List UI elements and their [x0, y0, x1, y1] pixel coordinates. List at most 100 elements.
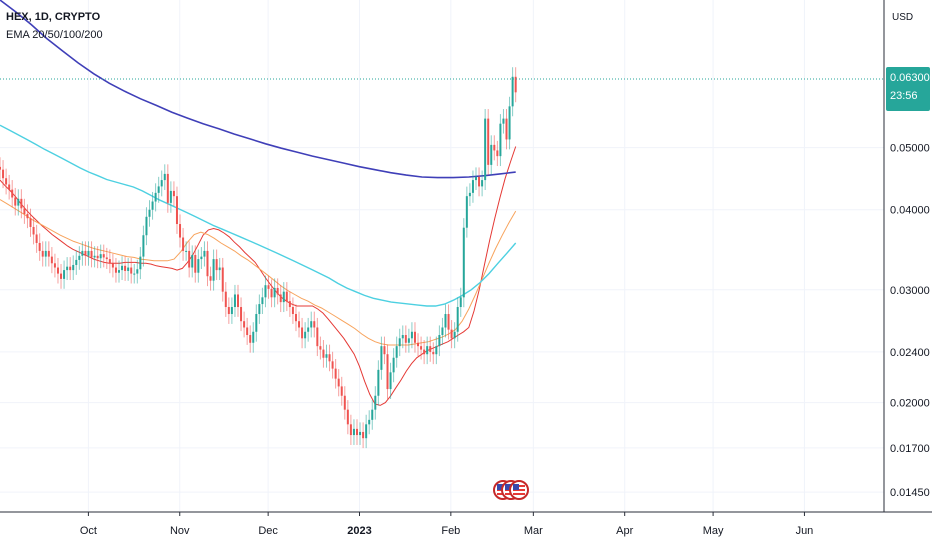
candle [102, 254, 105, 258]
x-tick-label: Apr [616, 525, 633, 537]
candle [499, 123, 502, 157]
candle [459, 297, 462, 308]
candle [429, 346, 432, 352]
candle [191, 254, 194, 268]
candle [465, 196, 468, 228]
y-tick-label: 0.02000 [890, 398, 930, 410]
candle [142, 235, 145, 257]
flag-icon[interactable] [509, 480, 529, 500]
ema-200-line [0, 0, 516, 179]
candle [47, 250, 50, 257]
candle [20, 198, 23, 209]
candle [194, 254, 197, 273]
candle [160, 180, 163, 187]
candle [200, 256, 203, 260]
candle [356, 428, 358, 436]
candle [29, 218, 32, 227]
candle [118, 270, 120, 273]
candle [8, 184, 11, 190]
candles [0, 67, 517, 449]
candle [206, 250, 209, 277]
candle [255, 314, 258, 332]
candle [276, 287, 279, 295]
candle [2, 169, 5, 179]
candle [362, 431, 365, 439]
candle [72, 264, 75, 271]
candle [505, 118, 508, 140]
grid [0, 0, 884, 512]
x-tick-label: Mar [524, 525, 543, 537]
countdown-label: 23:56 [890, 90, 918, 102]
currency-label[interactable]: USD [892, 12, 914, 23]
candle [420, 346, 423, 350]
price-axis[interactable]: 0.01450 0.01700 0.02000 0.02400 0.03000 0.040… [890, 143, 930, 499]
ema-100-line [0, 124, 517, 307]
y-tick-label: 0.01450 [890, 487, 930, 499]
candle [377, 369, 380, 396]
candle [114, 267, 117, 273]
candle [371, 409, 374, 420]
candle [139, 256, 142, 270]
candle [493, 144, 496, 151]
candle [471, 180, 474, 193]
candle [230, 307, 233, 315]
candle [0, 166, 1, 170]
candle [502, 118, 505, 124]
ema-20-line [0, 146, 517, 406]
candle [322, 349, 325, 358]
candle [349, 424, 352, 436]
candle [185, 250, 188, 252]
candle [316, 327, 319, 347]
candle [166, 173, 169, 203]
candle [188, 250, 191, 268]
candle [352, 428, 355, 436]
candle [404, 335, 407, 343]
candle [148, 209, 151, 217]
candle [23, 208, 26, 214]
candle [5, 178, 8, 185]
candle [69, 266, 72, 271]
candle [267, 285, 270, 289]
candle [252, 331, 255, 343]
x-tick-label: May [703, 525, 724, 537]
candle [343, 395, 346, 410]
candle [328, 354, 331, 362]
candle [392, 357, 395, 373]
candle [307, 327, 310, 332]
candle [145, 216, 148, 236]
candle [14, 197, 17, 206]
event-flags[interactable] [493, 480, 529, 500]
candle [99, 254, 102, 259]
candle [481, 180, 484, 187]
candle [359, 431, 362, 436]
candle [249, 335, 252, 343]
candle [453, 331, 456, 339]
candle [237, 294, 239, 308]
candle [285, 291, 288, 302]
last-price-badge-bg [886, 67, 930, 111]
candle [50, 256, 53, 264]
candle [261, 297, 264, 305]
candle [66, 266, 69, 271]
candle [35, 234, 38, 243]
candle [447, 314, 450, 330]
ema-50-line [0, 199, 517, 346]
candle [203, 250, 206, 257]
candle [179, 224, 182, 238]
candle [121, 265, 124, 271]
candle [75, 259, 78, 265]
candle [258, 304, 261, 315]
candle [484, 118, 487, 181]
time-axis[interactable]: Oct Nov Dec 2023 Feb Mar Apr May Jun [80, 512, 813, 537]
last-price-badge: 0.06300 23:56 [886, 67, 930, 111]
candle [395, 346, 398, 358]
candle [53, 263, 56, 268]
candle [310, 321, 313, 328]
y-tick-label: 0.01700 [890, 443, 930, 455]
indicator-legend[interactable]: EMA 20/50/100/200 [6, 29, 103, 41]
symbol-title[interactable]: HEX, 1D, CRYPTO [6, 11, 100, 23]
candle [60, 273, 63, 279]
candle [130, 267, 133, 274]
